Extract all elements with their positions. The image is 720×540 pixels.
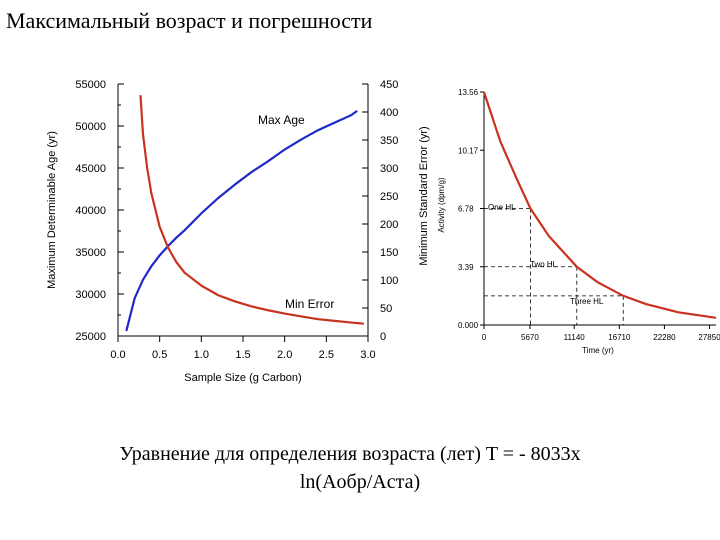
y2-tick-label: 350 bbox=[380, 135, 398, 147]
y2-axis-label: Minimum Standard Error (yr) bbox=[418, 126, 430, 265]
y2-tick-label: 400 bbox=[380, 107, 398, 119]
decay-x-tick-label: 5670 bbox=[521, 333, 539, 342]
y-tick-label: 45000 bbox=[75, 163, 106, 175]
decay-x-tick-label: 0 bbox=[482, 333, 487, 342]
y2-tick-label: 300 bbox=[380, 163, 398, 175]
decay-y-tick-label: 13.56 bbox=[458, 88, 479, 97]
decay-x-tick-label: 27850 bbox=[698, 333, 720, 342]
x-tick-label: 2.5 bbox=[319, 349, 334, 361]
y2-tick-label: 200 bbox=[380, 219, 398, 231]
x-tick-label: 3.0 bbox=[360, 349, 375, 361]
x-tick-label: 0.5 bbox=[152, 349, 167, 361]
y-tick-label: 50000 bbox=[75, 121, 106, 133]
decay-chart: 13.56 10.17 6.78 3.39 0.0000 5670 11140 16710 22… bbox=[437, 88, 720, 355]
decay-y-tick-label: 3.39 bbox=[458, 263, 474, 272]
decay-x-tick-label: 11140 bbox=[564, 333, 586, 342]
series-max-age-line bbox=[125, 109, 358, 332]
decay-x-axis-label: Time (yr) bbox=[582, 346, 614, 355]
y-tick-label: 30000 bbox=[75, 289, 106, 301]
y2-tick-label: 150 bbox=[380, 247, 398, 259]
caption-line-2: ln(Aобр/Aста) bbox=[299, 471, 421, 493]
x-tick-label: 2.0 bbox=[277, 349, 292, 361]
decay-y-tick-label: 10.17 bbox=[458, 146, 479, 155]
x-tick-label: 1.5 bbox=[235, 349, 250, 361]
decay-y-tick-label: 6.78 bbox=[458, 205, 474, 214]
y-tick-label: 55000 bbox=[75, 79, 106, 91]
annotation-max-age: Max Age bbox=[258, 113, 305, 127]
x-axis-label: Sample Size (g Carbon) bbox=[184, 372, 301, 384]
annotation-min-error: Min Error bbox=[285, 297, 334, 311]
y-tick-label: 40000 bbox=[75, 205, 106, 217]
y-tick-label: 35000 bbox=[75, 247, 106, 259]
caption-line-1: Уравнение для определения возраста (лет)… bbox=[119, 443, 581, 465]
annotation-three-hl: Three HL bbox=[570, 297, 604, 306]
decay-x-tick-label: 22280 bbox=[653, 333, 676, 342]
y-tick-label: 25000 bbox=[75, 331, 106, 343]
series-min-error-line bbox=[139, 95, 364, 325]
annotation-one-hl: One HL bbox=[488, 203, 516, 212]
x-tick-label: 0.0 bbox=[110, 349, 125, 361]
y2-tick-label: 100 bbox=[380, 275, 398, 287]
y2-tick-label: 50 bbox=[380, 303, 392, 315]
y-axis-label: Maximum Determinable Age (yr) bbox=[46, 131, 58, 289]
decay-curve-line bbox=[482, 91, 717, 319]
x-tick-label: 1.0 bbox=[194, 349, 209, 361]
y2-tick-label: 0 bbox=[380, 331, 386, 343]
decay-y-axis-label: Activity (dpm/g) bbox=[437, 177, 446, 232]
decay-y-tick-label: 0.000 bbox=[458, 321, 479, 330]
y2-tick-label: 250 bbox=[380, 191, 398, 203]
y2-tick-label: 450 bbox=[380, 79, 398, 91]
page-title: Максимальный возраст и погрешности bbox=[6, 8, 373, 33]
annotation-two-hl: Two HL bbox=[530, 260, 558, 269]
sample-size-chart: 25000 30000 35000 40000 45000 50000 55000 0 50 10… bbox=[46, 79, 430, 384]
caption: Уравнение для определения возраста (лет)… bbox=[0, 440, 720, 496]
decay-x-tick-label: 16710 bbox=[608, 333, 631, 342]
